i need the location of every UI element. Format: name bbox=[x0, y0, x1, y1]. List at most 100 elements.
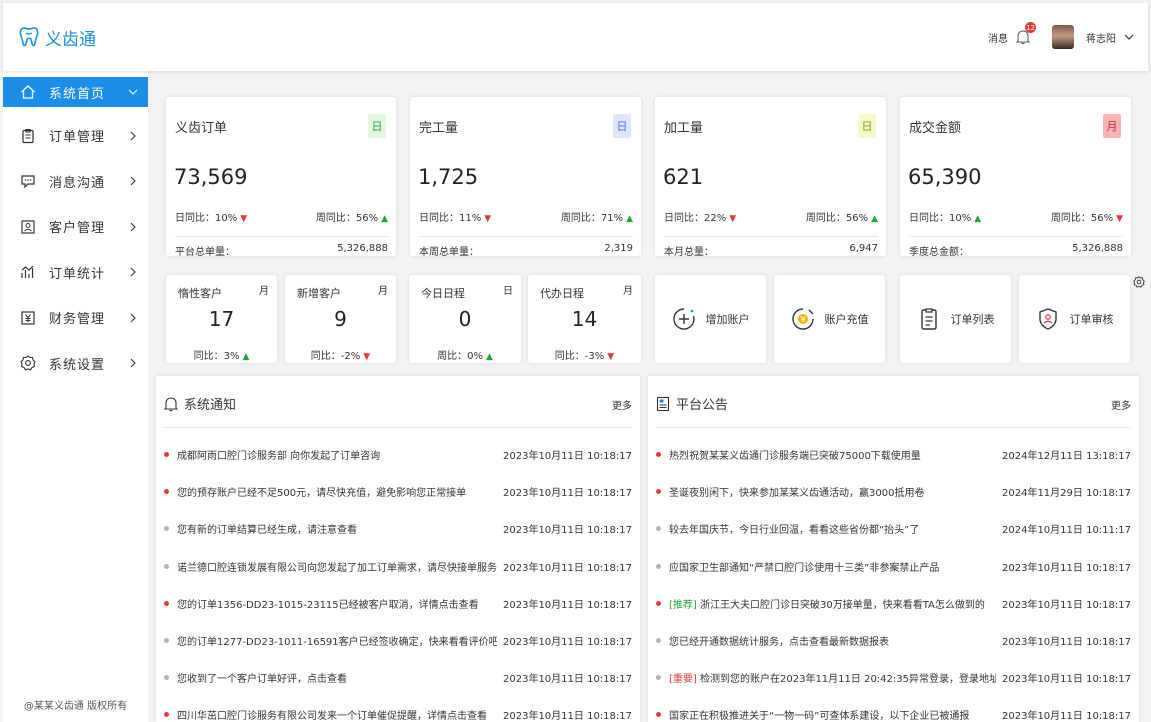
list-item-text-wrap: 国家正在积极推进关于“一物一码”可查体系建设，以下企业已被通报 bbox=[669, 707, 969, 722]
chevron-right-icon bbox=[130, 358, 136, 368]
notification-bell[interactable]: 12 bbox=[1015, 22, 1036, 45]
sidebar-item-customers[interactable]: 客户管理 bbox=[3, 204, 148, 250]
notice-list: 成都阿雨口腔门诊服务部 向你发起了订单咨询 2023年10月11日 10:18:1… bbox=[164, 436, 632, 722]
list-item[interactable]: 较去年国庆节，今日行业回温，看看这些省份都“抬头”了 2024年10月11日 10… bbox=[656, 510, 1131, 547]
list-item-text: 四川华茁口腔门诊服务有限公司发来一个订单催促提醒，详情点击查看 bbox=[177, 711, 487, 722]
order-review-button[interactable]: 订单审核 bbox=[1019, 275, 1130, 363]
list-item[interactable]: 四川华茁口腔门诊服务有限公司发来一个订单催促提醒，详情点击查看 2023年10月1… bbox=[164, 696, 632, 722]
list-item[interactable]: 您的预存账户已经不足500元，请尽快充值，避免影响您正常接单 2023年10月11… bbox=[164, 473, 632, 510]
list-item[interactable]: 诺兰德口腔连锁发展有限公司向您发起了加工订单需求，请尽快接单服务 2023年10月… bbox=[164, 548, 632, 585]
list-item-text: 诺兰德口腔连锁发展有限公司向您发起了加工订单需求，请尽快接单服务 bbox=[177, 562, 497, 574]
panel-header: 平台公告 更多 bbox=[656, 394, 1131, 428]
more-link[interactable]: 更多 bbox=[1111, 401, 1131, 412]
chevron-down-icon bbox=[128, 89, 138, 95]
finance-icon bbox=[19, 309, 37, 327]
list-item[interactable]: 您收到了一个客户订单好评，点击查看 2023年10月11日 10:18:17 bbox=[164, 659, 632, 696]
list-item[interactable]: 圣诞夜别闲下，快来参加某某义齿通活动，赢3000抵用卷 2024年11月29日 1… bbox=[656, 473, 1131, 510]
stat-card-revenue[interactable]: 成交金额 月 65,390 日同比：10% ▲ 周同比：56% ▼ 季度总金额： 5… bbox=[900, 97, 1131, 258]
small-stat-title: 新增客户 bbox=[297, 287, 341, 300]
bullet-dot bbox=[656, 712, 661, 718]
app-name: 义齿通 bbox=[45, 29, 96, 50]
day-compare: 日同比：22% bbox=[664, 213, 727, 224]
small-stat-todo-schedule[interactable]: 代办日程 月 14 同比：-3% ▼ bbox=[528, 275, 641, 363]
total-label: 季度总金额： bbox=[909, 247, 969, 258]
gear-icon[interactable] bbox=[1133, 276, 1145, 288]
total-row: 本周总单量： 2,319 bbox=[419, 243, 633, 258]
small-stat-compare: 周比：0% ▲ bbox=[409, 347, 521, 362]
total-value: 5,326,888 bbox=[1072, 243, 1123, 254]
trend-up-icon: ▲ bbox=[974, 214, 982, 224]
sidebar-item-messages[interactable]: 消息沟通 bbox=[3, 159, 148, 205]
list-item[interactable]: 您已经开通数据统计服务，点击查看最新数据报表 2023年10月11日 10:18:… bbox=[656, 622, 1131, 659]
small-stat-inactive-customers[interactable]: 惰性客户 月 17 同比：3% ▲ bbox=[166, 275, 277, 363]
chart-icon bbox=[19, 263, 37, 281]
sidebar-item-finance[interactable]: 财务管理 bbox=[3, 295, 148, 341]
stat-value: 1,725 bbox=[418, 165, 479, 189]
chevron-down-icon[interactable] bbox=[1124, 33, 1134, 41]
announcement-list: 热烈祝贺某某义齿通门诊服务端已突破75000下载使用量 2024年12月11日 1… bbox=[656, 436, 1131, 722]
avatar[interactable] bbox=[1052, 25, 1074, 49]
chat-icon bbox=[19, 172, 37, 190]
week-compare: 周同比：71% bbox=[560, 213, 624, 224]
list-item[interactable]: 您的订单1277-DD23-1011-16591客户已经签收确定，快来看看评价吧… bbox=[164, 622, 632, 659]
list-item-date: 2023年10月11日 10:18:17 bbox=[1002, 674, 1131, 686]
messages-label[interactable]: 消息 bbox=[988, 33, 1008, 45]
period-tag: 日 bbox=[858, 114, 876, 138]
list-item-date: 2023年10月11日 10:18:17 bbox=[503, 711, 632, 722]
small-stat-new-customers[interactable]: 新增客户 月 9 同比：-2% ▼ bbox=[285, 275, 396, 363]
trend-down-icon: ▼ bbox=[729, 214, 737, 224]
sidebar: 系统首页 订单管理 消息沟通 客户管理 订单统计 财务管理 系统设置 @某某义齿… bbox=[3, 71, 148, 722]
bullet-dot bbox=[656, 638, 661, 644]
sidebar-item-label: 消息沟通 bbox=[49, 175, 106, 191]
order-list-button[interactable]: 订单列表 bbox=[900, 275, 1011, 363]
list-item[interactable]: 热烈祝贺某某义齿通门诊服务端已突破75000下载使用量 2024年12月11日 1… bbox=[656, 436, 1131, 473]
quick-action-label: 订单审核 bbox=[1069, 313, 1114, 326]
recharge-button[interactable]: 账户充值 bbox=[774, 275, 885, 363]
list-item[interactable]: 国家正在积极推进关于“一物一码”可查体系建设，以下企业已被通报 2023年10月1… bbox=[656, 696, 1131, 722]
trend-down-icon: ▼ bbox=[1116, 214, 1123, 224]
app-logo[interactable]: 义齿通 bbox=[19, 25, 96, 50]
small-stat-today-schedule[interactable]: 今日日程 日 0 周比：0% ▲ bbox=[409, 275, 521, 363]
stat-card-processing[interactable]: 加工量 日 621 日同比：22% ▼ 周同比：56% ▲ 本月总量： 6,947 bbox=[655, 97, 886, 258]
stat-card-denture-orders[interactable]: 义齿订单 日 73,569 日同比：10% ▼ 周同比：56% ▲ 平台总单量： 5… bbox=[166, 97, 396, 258]
chevron-right-icon bbox=[130, 176, 136, 186]
chevron-right-icon bbox=[130, 313, 136, 323]
more-link[interactable]: 更多 bbox=[612, 401, 632, 412]
period-tag: 日 bbox=[613, 114, 631, 138]
day-compare: 日同比：11% bbox=[419, 213, 482, 224]
list-item-text-wrap: 较去年国庆节，今日行业回温，看看这些省份都“抬头”了 bbox=[669, 521, 919, 536]
stat-card-completed[interactable]: 完工量 日 1,725 日同比：11% ▼ 周同比：71% ▲ 本周总单量： 2,3… bbox=[410, 97, 641, 258]
bullet-dot bbox=[656, 675, 661, 681]
list-item[interactable]: [推荐] 浙江王大夫口腔门诊日突破30万接单量，快来看看TA怎么做到的 2023年… bbox=[656, 585, 1131, 622]
system-notice-panel: 系统通知 更多 成都阿雨口腔门诊服务部 向你发起了订单咨询 2023年10月11日… bbox=[156, 376, 640, 722]
list-item-text-wrap: 您的预存账户已经不足500元，请尽快充值，避免影响您正常接单 bbox=[177, 484, 466, 499]
bullet-dot bbox=[164, 638, 169, 644]
bullet-dot bbox=[164, 452, 169, 458]
list-item-text-wrap: 诺兰德口腔连锁发展有限公司向您发起了加工订单需求，请尽快接单服务 bbox=[177, 559, 497, 574]
compare-row: 日同比：11% ▼ 周同比：71% ▲ bbox=[419, 209, 633, 237]
sidebar-item-orders[interactable]: 订单管理 bbox=[3, 113, 148, 159]
total-value: 5,326,888 bbox=[337, 243, 388, 254]
list-item-date: 2024年12月11日 13:18:17 bbox=[1002, 451, 1131, 463]
sidebar-item-label: 系统首页 bbox=[49, 86, 106, 102]
list-item[interactable]: 成都阿雨口腔门诊服务部 向你发起了订单咨询 2023年10月11日 10:18:1… bbox=[164, 436, 632, 473]
order-review-icon bbox=[1038, 308, 1057, 330]
sidebar-item-order-stats[interactable]: 订单统计 bbox=[3, 250, 148, 296]
list-item[interactable]: [重要] 检测到您的账户在2023年11月11日 20:42:35异常登录，登录… bbox=[656, 659, 1131, 696]
bullet-dot bbox=[164, 675, 169, 681]
list-item[interactable]: 您的订单1356-DD23-1015-23115已经被客户取消，详情点击查看 20… bbox=[164, 585, 632, 622]
message-count-badge: 12 bbox=[1025, 22, 1036, 33]
sidebar-item-label: 订单统计 bbox=[49, 266, 106, 282]
sidebar-item-home[interactable]: 系统首页 bbox=[3, 77, 148, 107]
small-stat-title: 惰性客户 bbox=[178, 287, 222, 300]
list-item[interactable]: 您有新的订单结算已经生成，请注意查看 2023年10月11日 10:18:17 bbox=[164, 510, 632, 547]
compare-text: 周比：0% bbox=[437, 351, 483, 362]
list-item-text-wrap: 您收到了一个客户订单好评，点击查看 bbox=[177, 670, 347, 685]
sidebar-item-settings[interactable]: 系统设置 bbox=[3, 341, 148, 387]
sidebar-item-label: 财务管理 bbox=[49, 312, 106, 328]
stat-title: 义齿订单 bbox=[175, 121, 228, 136]
add-account-button[interactable]: 增加账户 bbox=[655, 275, 766, 363]
list-item-date: 2023年10月11日 10:18:17 bbox=[503, 525, 632, 537]
list-item[interactable]: 应国家卫生部通知“严禁口腔门诊使用十三类”非参案禁止产品 2023年10月11日 … bbox=[656, 548, 1131, 585]
user-name[interactable]: 蒋志阳 bbox=[1086, 33, 1116, 45]
